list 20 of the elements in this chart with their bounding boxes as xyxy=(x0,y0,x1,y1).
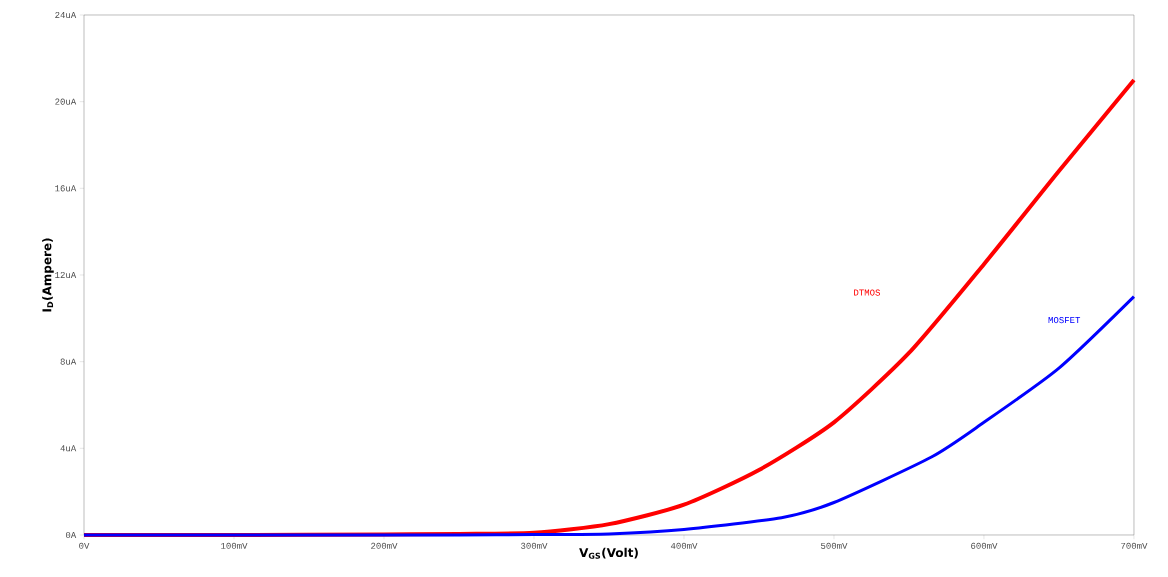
x-tick-label: 200mV xyxy=(371,542,398,549)
y-tick-label: 4uA xyxy=(60,445,77,452)
x-tick-label: 600mV xyxy=(971,542,998,549)
x-tick-label: 500mV xyxy=(821,542,848,549)
line-series xyxy=(82,295,1136,537)
y-tick-label: 0A xyxy=(65,531,77,539)
y-tick-label: 12uA xyxy=(55,271,77,279)
x-tick-label: 0V xyxy=(79,542,90,549)
text: DTMOS xyxy=(854,289,880,296)
y-tick-label: 16uA xyxy=(55,185,77,192)
x-tick-label: 300mV xyxy=(521,542,548,549)
x-tick-label: 700mV xyxy=(1121,542,1148,549)
text: I$_{D}$(Ampere) xyxy=(42,238,54,312)
y-tick-label: 24uA xyxy=(55,11,77,19)
x-tick-label: 100mV xyxy=(221,542,248,549)
y-tick-label: 8uA xyxy=(60,358,77,365)
text: MOSFET xyxy=(1048,317,1081,324)
x-tick-label: 400mV xyxy=(670,542,698,549)
text: V$_{GS}$(Volt) xyxy=(579,547,638,559)
y-tick-label: 20uA xyxy=(55,98,77,105)
